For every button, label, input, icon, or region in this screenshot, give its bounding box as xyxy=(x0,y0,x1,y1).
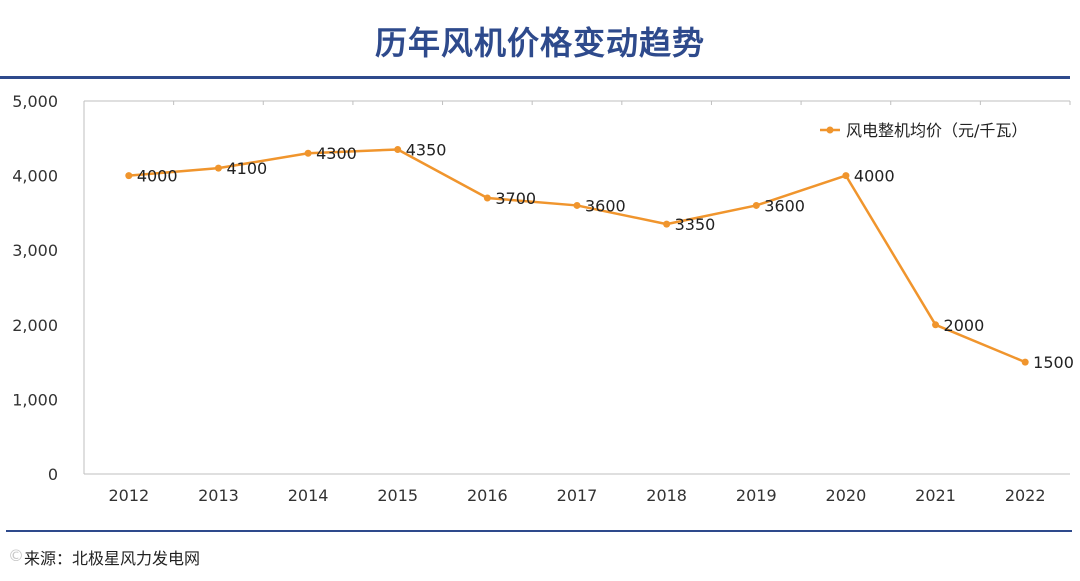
data-point xyxy=(842,172,850,180)
footer-rule xyxy=(6,530,1072,532)
title-rule xyxy=(0,76,1070,79)
x-tick-label: 2013 xyxy=(198,486,239,505)
x-tick-label: 2019 xyxy=(736,486,777,505)
data-point xyxy=(752,201,760,209)
data-point xyxy=(573,201,581,209)
data-point xyxy=(483,194,491,202)
data-label: 3600 xyxy=(585,196,626,215)
data-label: 4000 xyxy=(137,167,178,186)
x-tick-label: 2017 xyxy=(557,486,598,505)
data-point xyxy=(1021,358,1029,366)
data-point xyxy=(125,172,133,180)
data-point xyxy=(304,149,312,157)
x-tick-label: 2012 xyxy=(108,486,149,505)
data-label: 3700 xyxy=(495,189,536,208)
data-label: 3350 xyxy=(675,215,716,234)
x-tick-label: 2014 xyxy=(288,486,329,505)
legend-label: 风电整机均价（元/千瓦） xyxy=(846,121,1027,140)
data-point xyxy=(932,321,940,329)
x-tick-label: 2020 xyxy=(826,486,867,505)
data-label: 4300 xyxy=(316,144,357,163)
source-note: 来源：北极星风力发电网 xyxy=(24,549,201,568)
data-point xyxy=(394,145,402,153)
legend-marker xyxy=(826,126,834,134)
y-tick-label: 2,000 xyxy=(12,316,58,335)
data-point xyxy=(663,220,671,228)
data-label: 4000 xyxy=(854,167,895,186)
chart-title: 历年风机价格变动趋势 xyxy=(374,24,705,62)
data-label: 1500 xyxy=(1033,353,1074,372)
data-label: 4100 xyxy=(226,159,267,178)
x-tick-label: 2015 xyxy=(377,486,418,505)
line-chart: 0 1,000 2,000 3,000 4,000 5,000 2012 2013 2014 20… xyxy=(12,92,1074,505)
y-tick-label: 5,000 xyxy=(12,92,58,111)
data-label: 3600 xyxy=(764,196,805,215)
x-tick-label: 2022 xyxy=(1005,486,1046,505)
x-tick-label: 2016 xyxy=(467,486,508,505)
y-tick-label: 1,000 xyxy=(12,390,58,409)
data-label: 2000 xyxy=(944,316,985,335)
y-tick-label: 3,000 xyxy=(12,241,58,260)
y-tick-label: 0 xyxy=(48,465,58,484)
y-tick-label: 4,000 xyxy=(12,167,58,186)
data-point xyxy=(214,164,222,172)
x-tick-label: 2021 xyxy=(915,486,956,505)
data-label: 4350 xyxy=(406,140,447,159)
watermark: © xyxy=(8,546,24,565)
x-tick-label: 2018 xyxy=(646,486,687,505)
